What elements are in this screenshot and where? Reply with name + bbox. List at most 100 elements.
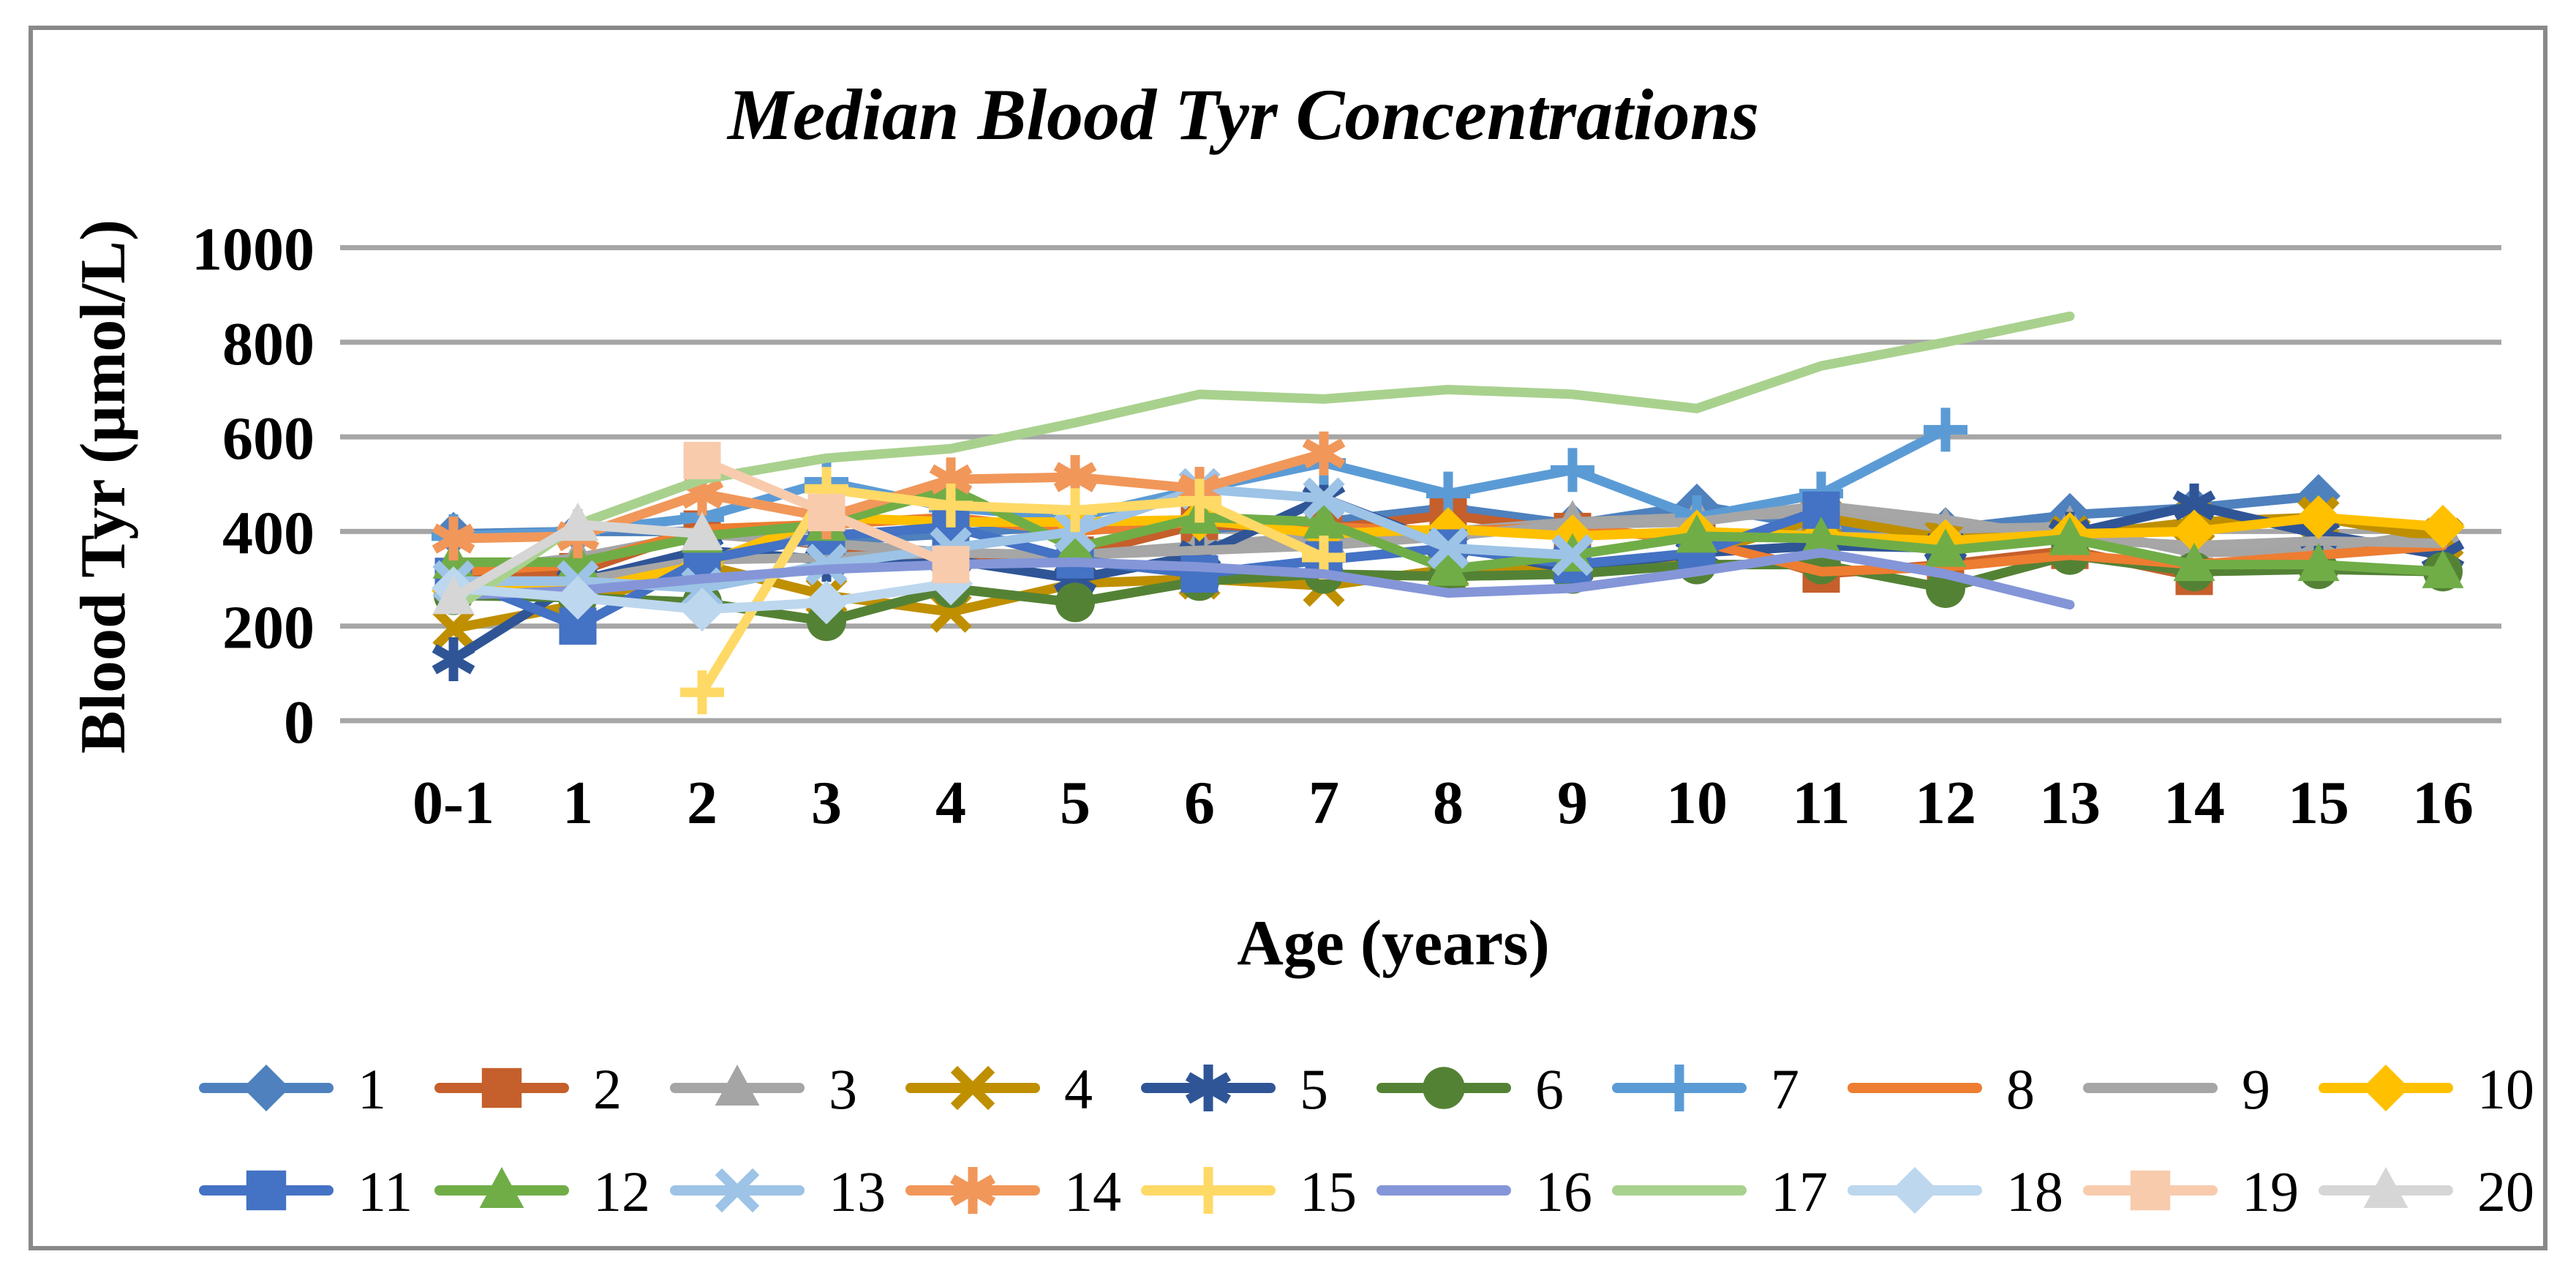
circle-marker-icon (1423, 1067, 1465, 1109)
legend-item-17: 17 (1612, 1160, 1828, 1223)
x-marker-icon (715, 1168, 760, 1213)
series-line-17 (448, 311, 2075, 615)
legend-label: 2 (593, 1057, 622, 1121)
y-tick-label: 400 (222, 499, 315, 567)
series-15 (680, 467, 1346, 715)
plus-marker-icon (1053, 488, 1097, 533)
x-tick-label: 4 (935, 769, 966, 837)
legend-item-2: 2 (434, 1057, 622, 1121)
legend-label: 5 (1300, 1057, 1328, 1121)
y-tick-label: 600 (222, 405, 315, 473)
triangle-marker-icon (432, 575, 475, 615)
diamond-marker-icon (805, 580, 848, 625)
chart-title: Median Blood Tyr Concentrations (726, 74, 1759, 155)
x-tick-label: 6 (1184, 769, 1215, 837)
legend-item-1: 1 (199, 1057, 386, 1121)
x-tick-label: 10 (1666, 769, 1728, 837)
legend-item-13: 13 (670, 1160, 886, 1223)
legend-label: 6 (1535, 1057, 1564, 1121)
legend-item-5: 5 (1141, 1057, 1328, 1121)
triangle-marker-icon (479, 1167, 524, 1208)
legend-label: 11 (358, 1160, 413, 1223)
square-marker-icon (807, 494, 846, 532)
diamond-marker-icon (2297, 495, 2340, 540)
x-axis-title: Age (years) (1237, 908, 1550, 979)
triangle-marker-icon (681, 511, 723, 551)
legend-item-15: 15 (1141, 1160, 1357, 1223)
legend-label: 7 (1771, 1057, 1799, 1121)
triangle-marker-icon (1800, 517, 1842, 555)
legend-item-8: 8 (1848, 1057, 2035, 1121)
x-tick-label: 11 (1792, 769, 1850, 837)
legend-label: 3 (829, 1057, 857, 1121)
triangle-marker-icon (2363, 1167, 2409, 1208)
x-marker-icon (1427, 527, 1469, 569)
legend-label: 4 (1064, 1057, 1093, 1121)
x-tick-label: 13 (2039, 769, 2101, 837)
square-marker-icon (481, 1067, 522, 1108)
plus-marker-icon (929, 483, 973, 528)
legend-item-12: 12 (434, 1160, 650, 1223)
circle-marker-icon (1055, 582, 1095, 623)
square-marker-icon (246, 1170, 287, 1211)
triangle-marker-icon (1427, 547, 1469, 586)
x-tick-label: 16 (2412, 769, 2474, 837)
triangle-marker-icon (1676, 514, 1718, 553)
legend-item-20: 20 (2319, 1160, 2534, 1223)
plus-marker-icon (1185, 1167, 1232, 1214)
plus-marker-icon (1656, 1065, 1703, 1111)
legend-item-11: 11 (199, 1160, 413, 1223)
triangle-marker-icon (2173, 542, 2215, 582)
x-tick-label: 12 (1915, 769, 1976, 837)
square-marker-icon (683, 441, 721, 479)
legend-item-3: 3 (670, 1057, 857, 1121)
plus-marker-icon (1924, 408, 1967, 452)
asterisk-marker-icon (432, 637, 475, 681)
legend-item-6: 6 (1376, 1057, 1564, 1121)
legend-label: 14 (1064, 1160, 1121, 1223)
series-17 (448, 311, 2075, 615)
triangle-marker-icon (715, 1065, 760, 1106)
legend-item-14: 14 (905, 1160, 1121, 1223)
diamond-marker-icon (2421, 504, 2465, 549)
x-marker-icon (1551, 534, 1594, 577)
x-tick-label: 0-1 (413, 769, 494, 837)
series-20 (432, 502, 723, 615)
series-16 (448, 547, 2075, 610)
x-tick-label: 7 (1308, 769, 1339, 837)
legend-label: 1 (358, 1057, 386, 1121)
y-tick-label: 0 (284, 688, 315, 757)
triangle-marker-icon (2422, 549, 2464, 588)
legend-item-18: 18 (1848, 1160, 2063, 1223)
chart-border (29, 26, 2547, 1250)
asterisk-marker-icon (1185, 1065, 1232, 1111)
y-tick-label: 800 (222, 310, 315, 378)
legend-label: 8 (2006, 1057, 2035, 1121)
legend-label: 12 (593, 1160, 650, 1223)
y-axis-title: Blood Tyr (µmol/L) (68, 219, 139, 754)
triangle-marker-icon (2297, 542, 2340, 582)
triangle-marker-icon (557, 502, 599, 541)
asterisk-marker-icon (432, 517, 475, 561)
legend-label: 15 (1300, 1160, 1357, 1223)
legend-item-16: 16 (1376, 1160, 1592, 1223)
x-tick-label: 2 (687, 769, 718, 837)
triangle-marker-icon (1303, 500, 1345, 538)
plus-marker-icon (1551, 448, 1594, 492)
legend-item-4: 4 (905, 1057, 1093, 1121)
x-marker-icon (950, 1065, 995, 1111)
legend-label: 19 (2242, 1160, 2299, 1223)
series-line-16 (448, 547, 2075, 610)
square-marker-icon (1180, 555, 1219, 593)
diamond-marker-icon (2172, 509, 2216, 554)
y-tick-label: 1000 (192, 216, 315, 284)
square-marker-icon (932, 546, 970, 584)
legend-label: 18 (2006, 1160, 2063, 1223)
x-tick-label: 14 (2163, 769, 2225, 837)
asterisk-marker-icon (949, 1167, 996, 1214)
legend-item-10: 10 (2319, 1057, 2534, 1121)
diamond-marker-icon (1891, 1167, 1938, 1214)
